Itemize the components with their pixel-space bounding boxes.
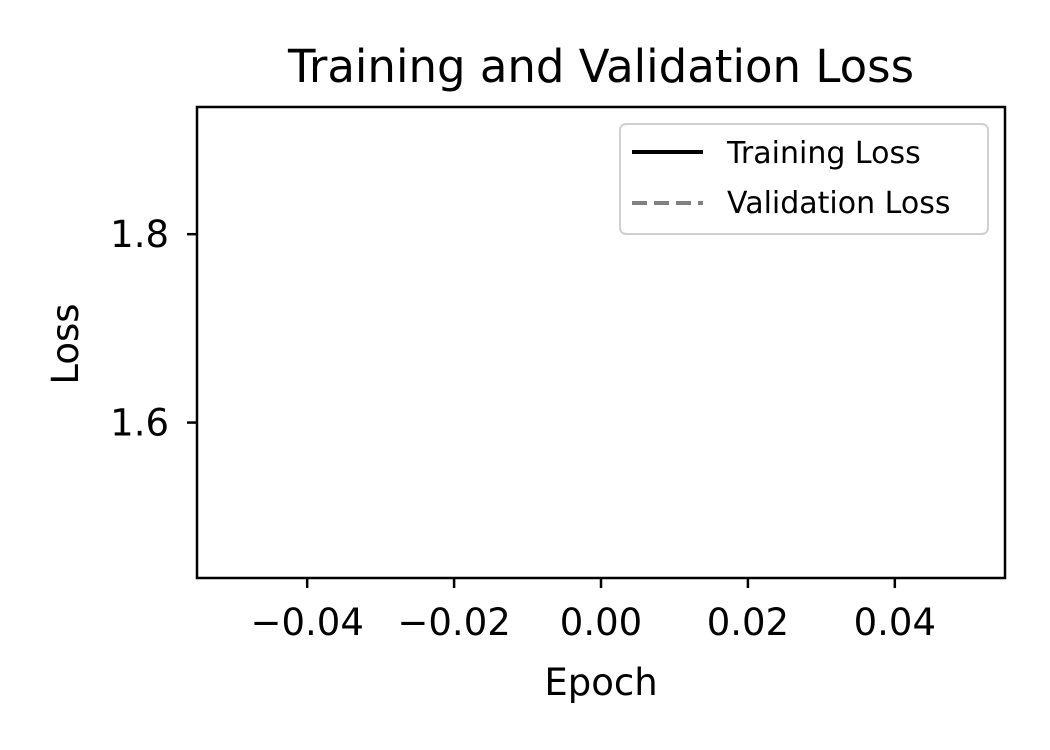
y-axis-ticks: 1.6 1.8 [110,213,197,445]
legend: Training Loss Validation Loss [619,123,989,235]
legend-label-validation-loss: Validation Loss [727,186,950,221]
x-axis-label: Epoch [544,661,657,704]
x-tick-label: −0.02 [397,601,510,644]
x-tick-label: 0.00 [560,601,642,644]
x-axis-ticks: −0.04 −0.02 0.00 0.02 0.04 [250,578,936,644]
x-tick-label: 0.02 [707,601,789,644]
x-tick-label: −0.04 [250,601,363,644]
y-tick-label: 1.6 [110,402,169,445]
x-tick-label: 0.04 [854,601,936,644]
y-tick-label: 1.8 [110,213,169,256]
y-axis-label: Loss [44,303,87,384]
legend-label-training-loss: Training Loss [726,136,921,171]
legend-box [619,123,989,235]
chart-title: Training and Validation Loss [287,40,914,93]
